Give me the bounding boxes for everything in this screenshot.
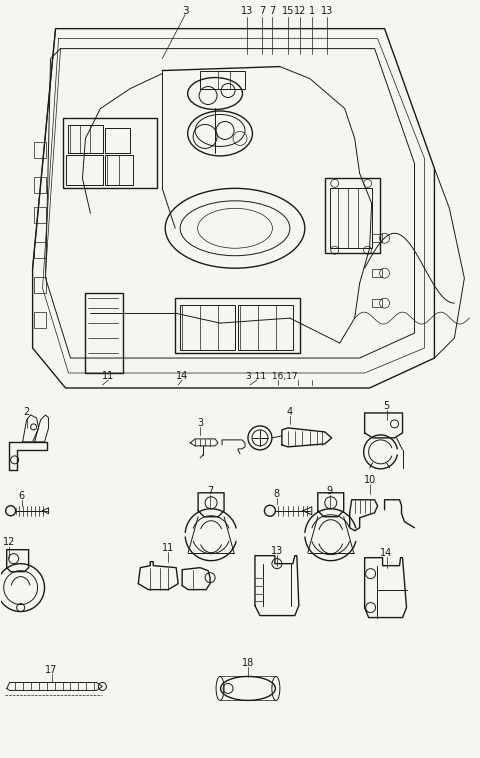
Bar [34, 143, 46, 158]
Text: 5: 5 [384, 401, 390, 411]
Bar [372, 234, 382, 243]
Text: 17: 17 [45, 666, 58, 675]
Bar [34, 312, 46, 328]
Text: 1: 1 [309, 5, 315, 16]
Bar [106, 155, 133, 186]
Bar [106, 128, 130, 153]
Text: 18: 18 [242, 659, 254, 669]
Bar [330, 188, 372, 248]
Text: 2: 2 [24, 407, 30, 417]
Text: 10: 10 [363, 475, 376, 485]
Text: 11: 11 [102, 371, 115, 381]
Text: 14: 14 [176, 371, 188, 381]
Text: 9: 9 [327, 486, 333, 496]
Text: 13: 13 [241, 5, 253, 16]
Text: 15: 15 [282, 5, 294, 16]
Bar [34, 177, 46, 193]
Text: 3 11  16,17: 3 11 16,17 [246, 371, 298, 381]
Text: 11: 11 [162, 543, 174, 553]
Bar [372, 299, 382, 307]
Text: 12: 12 [2, 537, 15, 547]
Bar [65, 155, 103, 186]
Text: 3: 3 [197, 418, 203, 428]
Bar [175, 298, 300, 353]
Bar [325, 178, 380, 253]
Text: 7: 7 [207, 486, 213, 496]
Bar [34, 243, 46, 258]
Bar [34, 208, 46, 224]
Bar [238, 305, 293, 350]
Bar [372, 269, 382, 277]
Text: 8: 8 [274, 489, 280, 499]
Text: 12: 12 [294, 5, 306, 16]
Bar [180, 305, 235, 350]
Text: 13: 13 [271, 546, 283, 556]
Text: 4: 4 [287, 407, 293, 417]
Text: 3: 3 [182, 5, 189, 16]
Bar [69, 126, 103, 153]
Bar [62, 118, 157, 188]
Text: 7: 7 [259, 5, 265, 16]
Text: 7: 7 [269, 5, 275, 16]
Text: 14: 14 [381, 548, 393, 558]
Text: 13: 13 [321, 5, 333, 16]
Text: 6: 6 [19, 490, 24, 501]
Bar [200, 70, 245, 89]
Bar [85, 293, 123, 373]
Bar [34, 277, 46, 293]
